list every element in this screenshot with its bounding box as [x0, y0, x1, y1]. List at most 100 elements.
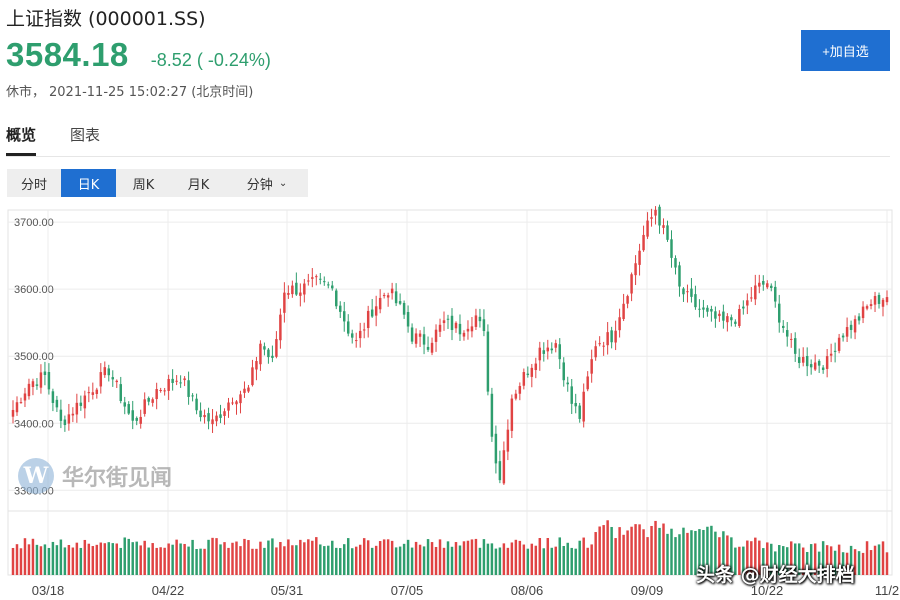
volume-bar [219, 544, 222, 575]
volume-bar [658, 527, 661, 575]
candle-body [754, 285, 757, 300]
volume-bar [526, 548, 530, 575]
volume-bar [801, 547, 805, 575]
candle-body [235, 401, 238, 405]
tab-chart[interactable]: 图表 [70, 126, 101, 144]
period-label: 分钟 [246, 177, 273, 193]
period-monthly[interactable]: 月K [171, 169, 226, 197]
candle-body [295, 282, 298, 295]
x-tick-label: 09/09 [631, 583, 664, 598]
candle-body [825, 356, 829, 369]
candle-body [111, 377, 115, 380]
volume-bar [103, 543, 107, 575]
volume-bar [782, 546, 785, 575]
volume-bar [785, 547, 789, 575]
candle-body [454, 322, 458, 329]
add-watchlist-button[interactable]: +加自选 [801, 30, 890, 71]
period-intraday[interactable]: 分时 [7, 169, 61, 197]
candle-body [339, 305, 342, 312]
volume-bar [726, 535, 729, 575]
volume-bar [478, 547, 482, 575]
volume-bar [837, 544, 841, 575]
volume-bar [506, 547, 510, 575]
candle-body [498, 461, 502, 481]
candle-body [215, 415, 218, 422]
volume-bar [39, 546, 43, 575]
candle-body [307, 280, 310, 282]
candle-body [434, 329, 438, 342]
candle-body [426, 346, 430, 350]
volume-bar [139, 545, 142, 575]
volume-bar [390, 540, 394, 575]
candle-body [107, 368, 111, 376]
volume-bar [251, 548, 254, 575]
status-text: 休市， [6, 85, 46, 100]
candle-body [410, 327, 414, 342]
volume-bar [618, 527, 621, 575]
period-minute-dropdown[interactable]: 分钟 ⌄ [226, 169, 308, 197]
candle-body [586, 376, 589, 390]
volume-bar [446, 541, 450, 575]
volume-bar [466, 540, 470, 575]
candle-body [554, 343, 557, 348]
candle-body [243, 388, 246, 393]
candle-body [482, 319, 486, 332]
candle-body [542, 350, 546, 354]
volume-bar [354, 546, 358, 575]
volume-bar [490, 543, 494, 575]
candle-body [845, 327, 849, 337]
volume-bar [730, 537, 733, 575]
candle-body [578, 405, 581, 419]
volume-bar [159, 547, 162, 575]
candle-body [742, 306, 745, 309]
candle-body [335, 290, 338, 307]
candle-body [861, 306, 865, 319]
candle-body [873, 296, 877, 305]
volume-bar [877, 544, 881, 575]
volume-bar [518, 540, 522, 575]
period-daily[interactable]: 日K [61, 169, 116, 197]
volume-bar [821, 541, 825, 575]
volume-bar [758, 540, 761, 575]
x-tick-label: 04/22 [152, 583, 185, 598]
volume-bar [107, 542, 111, 575]
candle-body [881, 299, 885, 307]
candle-body [530, 367, 534, 377]
volume-bar [307, 539, 310, 575]
volume-bar [494, 548, 498, 575]
volume-bar [662, 523, 665, 575]
candle-body [59, 409, 63, 421]
candle-body [869, 304, 873, 307]
volume-bar [486, 543, 490, 575]
volume-bar [678, 534, 681, 575]
volume-bar [698, 529, 701, 575]
candle-body [207, 413, 210, 422]
candle-body [179, 382, 182, 384]
candle-body [63, 419, 67, 426]
volume-bar [630, 526, 633, 575]
volume-bar [646, 537, 649, 575]
volume-bar [291, 545, 294, 575]
candle-body [279, 314, 282, 341]
volume-bar [550, 547, 554, 575]
candle-body [239, 394, 242, 404]
volume-bar [259, 541, 262, 575]
volume-bar [215, 538, 218, 575]
candle-body [618, 317, 621, 331]
candle-body [75, 402, 79, 415]
candle-body [750, 297, 753, 299]
candle-body [263, 346, 266, 350]
period-weekly[interactable]: 周K [116, 169, 171, 197]
volume-bar [714, 531, 717, 575]
volume-bar [530, 543, 534, 575]
volume-bar [223, 542, 226, 575]
volume-bar [111, 543, 115, 575]
volume-bar [410, 547, 414, 575]
period-label: 日K [77, 177, 100, 193]
volume-bar [67, 544, 71, 575]
candle-body [398, 301, 402, 304]
candle-body [857, 316, 861, 321]
candle-body [877, 294, 881, 304]
tab-overview[interactable]: 概览 [6, 124, 37, 156]
